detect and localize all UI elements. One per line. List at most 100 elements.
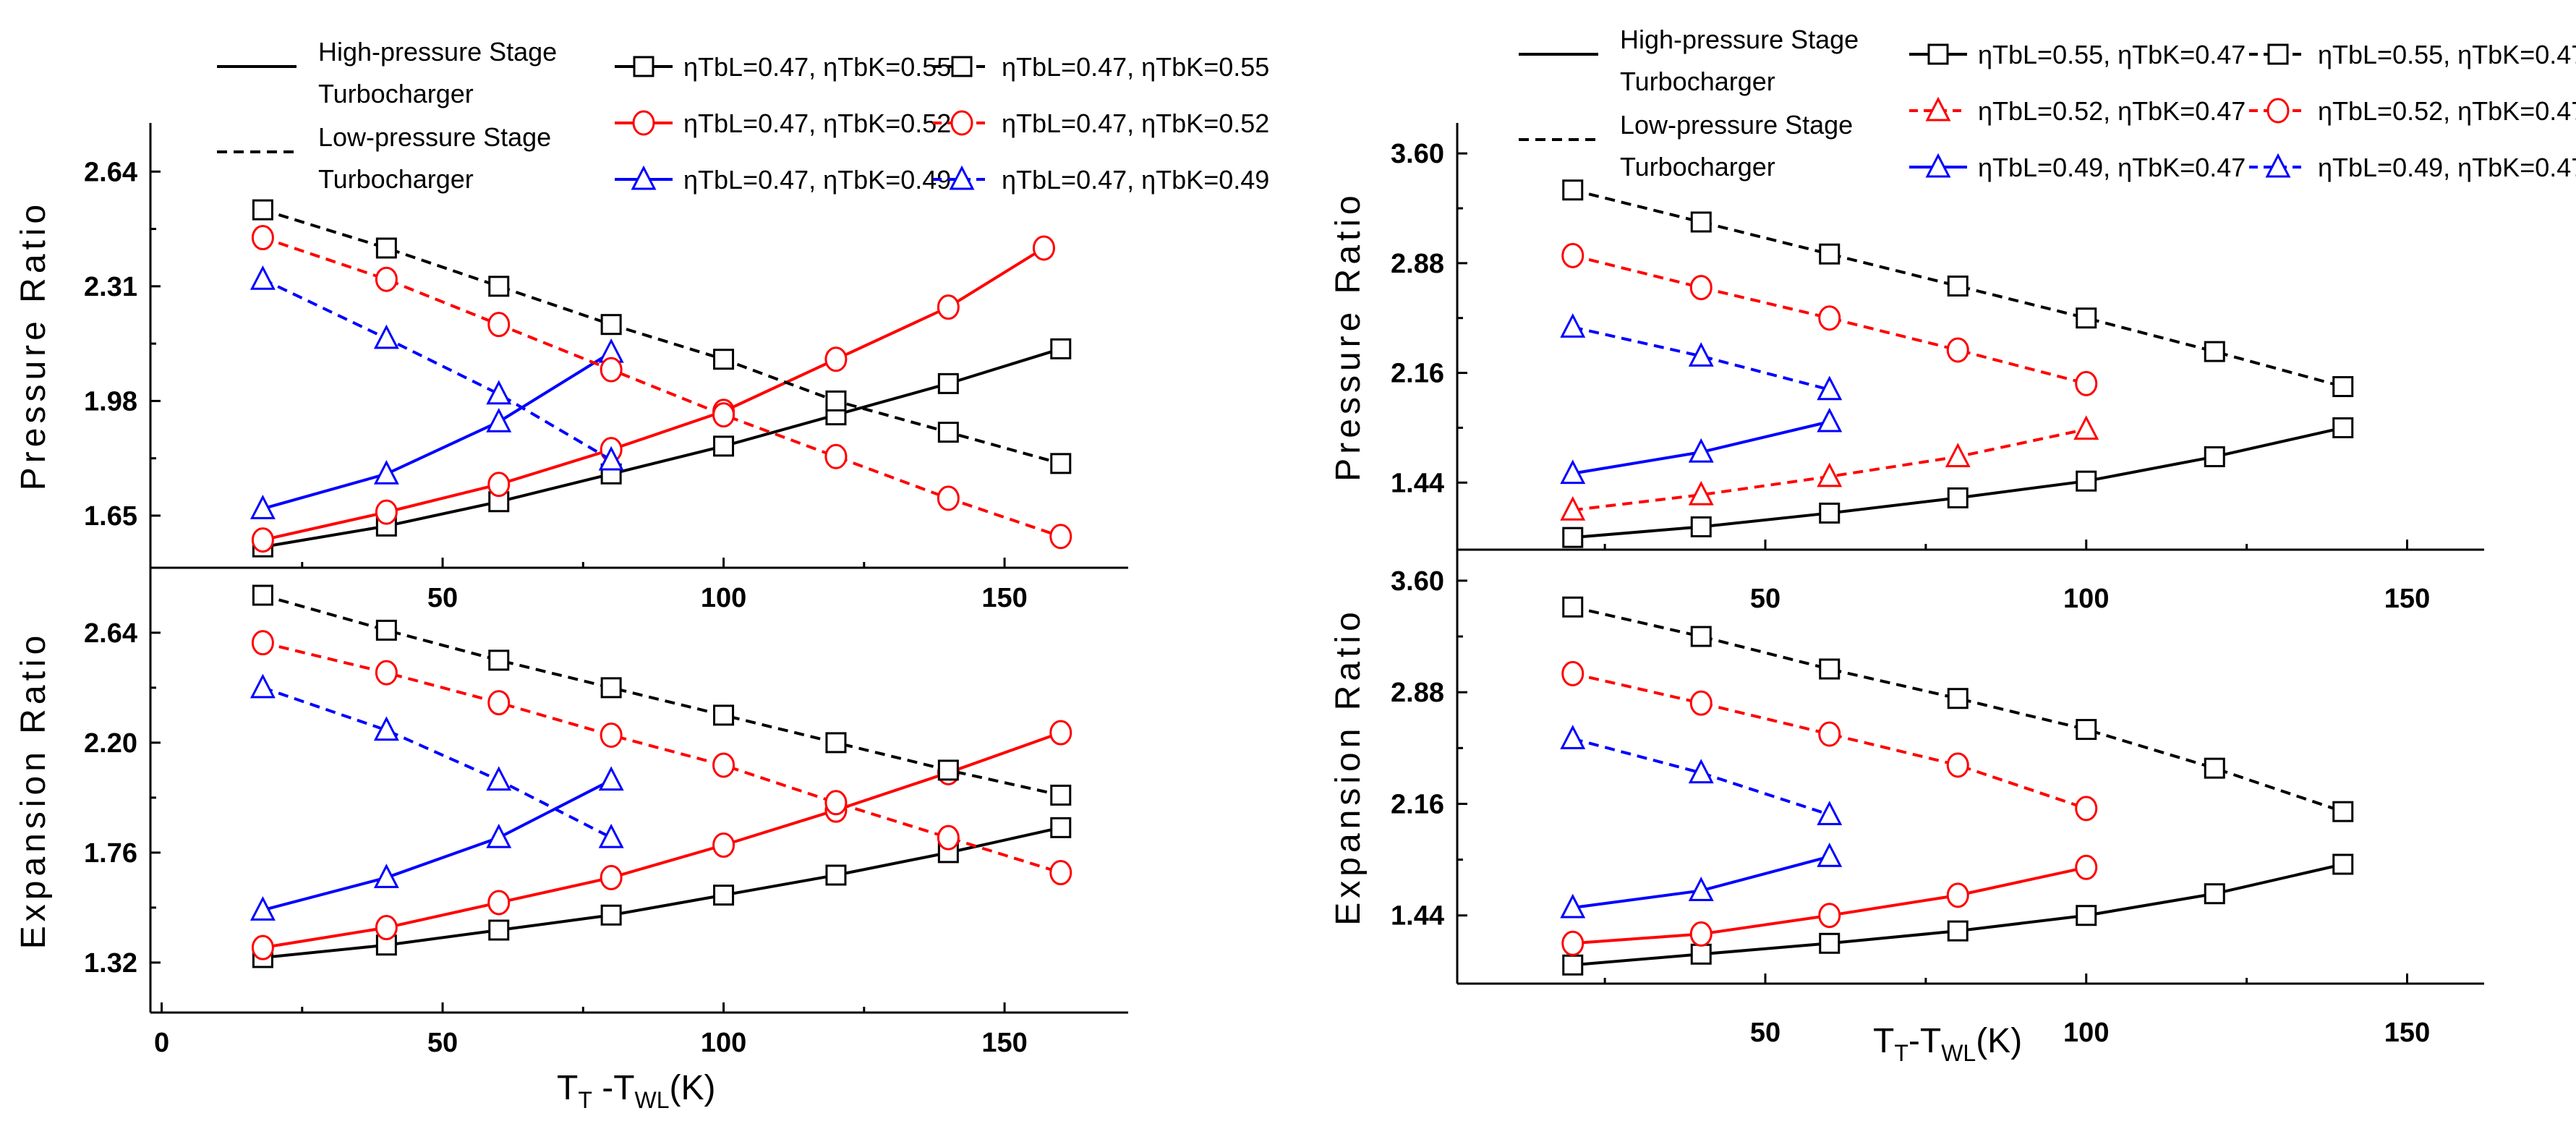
- data-point: [2204, 883, 2225, 905]
- data-point: [1688, 480, 1714, 506]
- y-tick-label: 2.64: [84, 618, 137, 649]
- data-point: [825, 732, 847, 754]
- data-point: [250, 495, 276, 519]
- data-point: [1817, 462, 1843, 487]
- data-point: [712, 402, 735, 428]
- data-point: [2075, 796, 2098, 822]
- y-tick-label: 2.16: [1391, 359, 1444, 389]
- x-axis-title-part: -T: [1908, 1022, 1941, 1060]
- data-point: [824, 346, 848, 372]
- x-tick-label: 150: [2384, 1018, 2430, 1048]
- legend-key-marker: [951, 56, 973, 77]
- legend-entry: ηTbL=0.55, ηTbK=0.47: [2318, 40, 2576, 69]
- data-point: [251, 225, 274, 251]
- data-point: [1690, 626, 1712, 647]
- data-point: [251, 934, 274, 960]
- series-line: [262, 236, 1062, 538]
- data-point: [1947, 920, 1969, 942]
- legend-label: High-pressure Stage: [318, 37, 557, 67]
- x-axis-title-part: WL: [635, 1087, 670, 1113]
- x-tick-label: 100: [701, 583, 746, 613]
- x-tick-label: 0: [154, 1028, 169, 1058]
- legend-label: Low-pressure Stage: [1620, 110, 1853, 140]
- y-tick-label: 2.20: [84, 728, 137, 759]
- series-line: [262, 641, 1062, 874]
- data-point: [598, 823, 624, 848]
- data-point: [1562, 596, 1584, 618]
- top-subplot: 1.44 2.16 2.88 3.60 50 100 150 Pressure Ratio: [1329, 123, 2484, 614]
- legend-entry: ηTbL=0.55, ηTbK=0.47: [1978, 40, 2246, 69]
- series-2: [250, 338, 624, 519]
- legend-key-marker: [2267, 43, 2289, 65]
- series-3: [1562, 179, 2354, 398]
- data-point: [1689, 921, 1713, 947]
- series-line: [262, 594, 1062, 797]
- data-point: [600, 904, 622, 926]
- x-tick-label: 50: [427, 583, 458, 613]
- data-point: [2204, 757, 2225, 779]
- legend-entry: ηTbL=0.47, ηTbK=0.49: [683, 165, 951, 195]
- series-0: [1562, 417, 2354, 548]
- y-tick-label: 1.76: [84, 838, 137, 869]
- y-axis-title: Pressure Ratio: [1329, 191, 1368, 481]
- data-point: [486, 823, 512, 848]
- data-point: [2076, 470, 2097, 492]
- legend-entry: ηTbL=0.52, ηTbK=0.47: [2318, 96, 2576, 126]
- y-axis-title: Pressure Ratio: [14, 200, 53, 490]
- data-point: [375, 499, 398, 525]
- y-tick-label: 3.60: [1391, 566, 1444, 597]
- data-point: [487, 472, 511, 498]
- data-point: [600, 357, 623, 383]
- series-5: [1560, 725, 1843, 825]
- data-point: [2076, 905, 2097, 926]
- data-point: [1561, 242, 1585, 268]
- x-axis-title-part: (K): [1976, 1022, 2022, 1060]
- legend-label: Turbocharger: [1620, 67, 1775, 96]
- legend-entry: ηTbL=0.47, ηTbK=0.52: [1002, 108, 1269, 138]
- data-point: [1817, 801, 1843, 825]
- series-0: [1562, 853, 2354, 976]
- legend-key-marker: [2266, 98, 2290, 124]
- data-point: [1689, 275, 1713, 301]
- data-point: [1562, 179, 1584, 201]
- data-point: [486, 380, 512, 405]
- series-line: [1572, 254, 2087, 385]
- data-point: [1946, 882, 1969, 908]
- data-point: [937, 825, 960, 851]
- legend-key-marker: [949, 165, 975, 190]
- legend-entry: ηTbL=0.52, ηTbK=0.47: [1978, 96, 2246, 126]
- x-axis-title-part: (K): [670, 1069, 716, 1107]
- data-point: [825, 864, 847, 886]
- data-point: [713, 435, 735, 457]
- x-tick-label: 150: [2384, 584, 2430, 614]
- data-point: [1947, 487, 1969, 508]
- y-axis-title: Expansion Ratio: [1329, 608, 1368, 926]
- legend-key-marker: [1925, 153, 1951, 178]
- data-point: [937, 294, 960, 320]
- series-3: [252, 584, 1072, 806]
- data-point: [1561, 660, 1585, 686]
- legend-entry: ηTbL=0.47, ηTbK=0.49: [1002, 165, 1269, 195]
- data-point: [375, 619, 397, 641]
- data-point: [375, 915, 398, 941]
- data-point: [373, 324, 399, 349]
- data-point: [1946, 752, 1969, 778]
- series-line: [262, 247, 1045, 542]
- data-point: [1819, 243, 1841, 265]
- data-point: [2332, 801, 2354, 822]
- legend-label: Turbocharger: [318, 164, 474, 194]
- data-point: [1560, 313, 1586, 338]
- data-point: [2073, 415, 2099, 440]
- x-tick-label: 100: [701, 1028, 746, 1058]
- data-point: [1688, 759, 1714, 784]
- x-tick-label: 50: [1750, 584, 1780, 614]
- data-point: [486, 766, 512, 791]
- series-2: [1560, 843, 1843, 919]
- x-axis-title-part: T: [1894, 1040, 1908, 1066]
- data-point: [1817, 407, 1843, 433]
- legend-entry: ηTbL=0.49, ηTbK=0.47: [1978, 153, 2246, 182]
- series-line: [1572, 737, 1830, 817]
- data-point: [486, 407, 512, 433]
